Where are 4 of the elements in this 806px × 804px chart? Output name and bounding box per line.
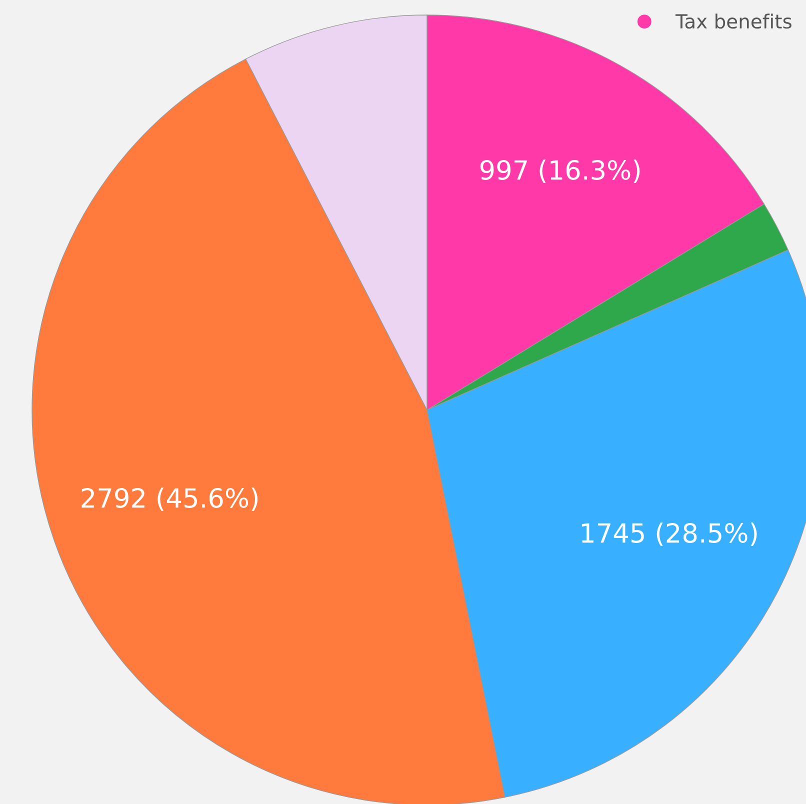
data-label: 997 (16.3%) [480, 160, 640, 184]
data-label: 2792 (45.6%) [82, 488, 258, 512]
data-label: 1745 (28.5%) [582, 522, 757, 546]
legend-label: Tax benefits [675, 14, 792, 29]
